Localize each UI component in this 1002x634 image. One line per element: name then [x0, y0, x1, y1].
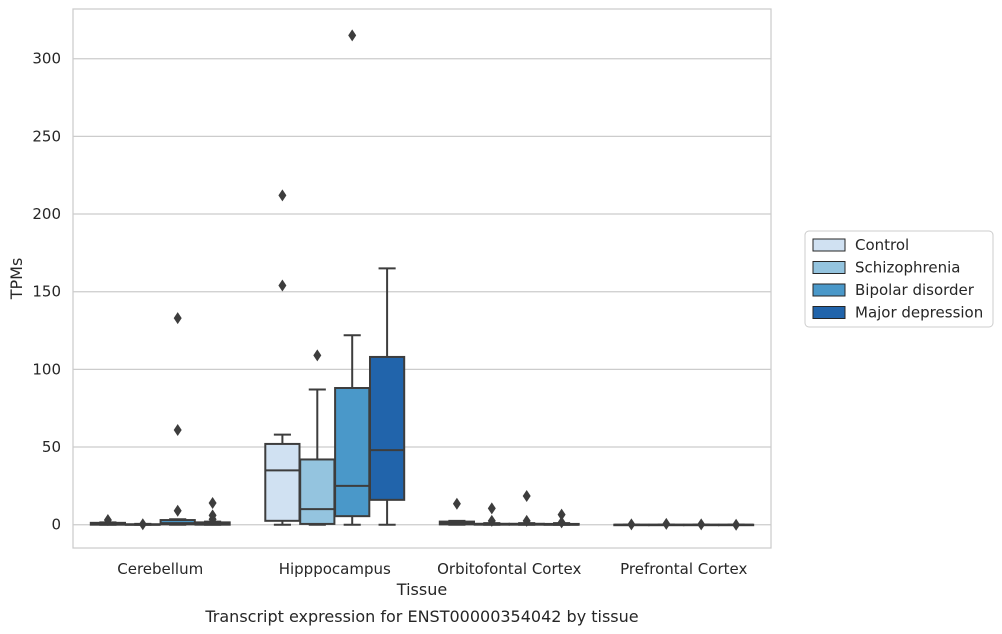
box-2-2 — [508, 489, 545, 527]
y-tick-labels: 0 50 100 150 200 250 300 — [32, 50, 61, 534]
box-0-2 — [159, 312, 196, 526]
box-2-0 — [438, 497, 476, 526]
y-tick-label: 50 — [42, 438, 61, 456]
box-2-1 — [473, 502, 510, 527]
outlier-point — [697, 518, 706, 531]
x-tick-label: Hipppocampus — [279, 560, 391, 578]
box-3-1 — [648, 517, 685, 530]
x-axis-label: Tissue — [396, 580, 447, 599]
y-tick-label: 100 — [32, 360, 61, 378]
legend-swatch — [812, 238, 846, 252]
outlier-point — [487, 514, 496, 527]
x-tick-label: Orbitofontal Cortex — [437, 560, 581, 578]
box-0-3 — [194, 496, 231, 526]
outlier-point — [732, 518, 741, 531]
legend: Control Schizophrenia Bipolar disorder Majo… — [804, 230, 994, 328]
boxplots — [89, 29, 755, 531]
box-3-2 — [683, 518, 720, 531]
x-tick-label: Cerebellum — [117, 560, 203, 578]
y-axis-label: TPMs — [7, 258, 26, 301]
outlier-point — [522, 514, 531, 527]
outlier-point — [348, 29, 357, 42]
box-1-3 — [368, 267, 406, 526]
outlier-point — [487, 502, 496, 515]
box-1-0 — [264, 189, 301, 526]
outlier-point — [208, 496, 217, 509]
chart-caption: Transcript expression for ENST0000035404… — [204, 607, 638, 626]
outlier-point — [557, 516, 566, 529]
outlier-point — [452, 497, 461, 510]
outlier-point — [627, 518, 636, 531]
x-tick-labels: Cerebellum Hipppocampus Orbitofontal Corte… — [117, 560, 747, 578]
outlier-point — [138, 518, 147, 531]
plot-frame — [72, 8, 772, 549]
y-tick-label: 200 — [32, 205, 61, 223]
legend-label: Major depression — [855, 304, 983, 322]
box-3-3 — [717, 518, 755, 531]
box-iqr — [264, 442, 301, 522]
outlier-point — [208, 509, 217, 522]
box-iqr — [299, 458, 336, 525]
outlier-point — [173, 423, 182, 436]
outlier-point — [557, 508, 566, 521]
legend-swatch — [812, 261, 846, 274]
outlier-point — [278, 189, 287, 202]
legend-frame — [804, 230, 994, 328]
x-tick-label: Prefrontal Cortex — [620, 560, 747, 578]
box-0-1 — [124, 518, 161, 531]
y-tick-label: 0 — [51, 516, 61, 534]
box-2-3 — [543, 508, 580, 529]
y-tick-label: 250 — [32, 127, 61, 145]
legend-label: Schizophrenia — [855, 259, 960, 277]
box-iqr — [334, 387, 371, 518]
outlier-point — [173, 504, 182, 517]
grid-lines — [73, 58, 771, 526]
y-tick-label: 150 — [32, 283, 61, 301]
outlier-point — [278, 279, 287, 292]
box-0-0 — [89, 514, 127, 527]
box-3-0 — [613, 518, 650, 531]
legend-swatch — [812, 306, 846, 319]
outlier-point — [313, 349, 322, 362]
legend-swatch — [812, 283, 846, 297]
outlier-point — [103, 514, 112, 527]
outlier-point — [173, 312, 182, 325]
box-1-1 — [299, 349, 336, 526]
box-1-2 — [334, 29, 371, 526]
box-iqr — [368, 355, 406, 501]
y-tick-label: 300 — [32, 50, 61, 68]
legend-label: Bipolar disorder — [855, 281, 975, 299]
outlier-point — [522, 489, 531, 502]
legend-label: Control — [855, 236, 909, 254]
outlier-point — [662, 517, 671, 530]
